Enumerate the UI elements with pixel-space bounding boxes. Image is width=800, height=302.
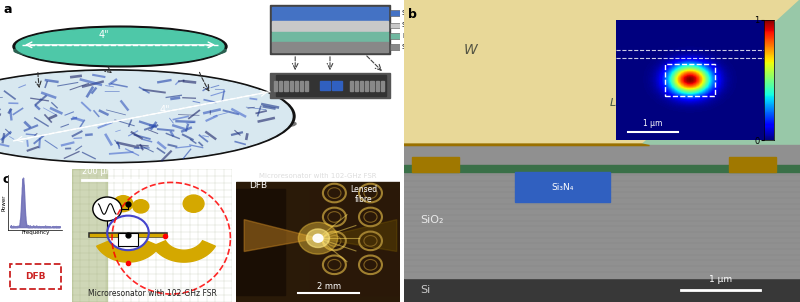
- Bar: [236, 189, 285, 295]
- Bar: [72, 169, 107, 302]
- Bar: [118, 233, 138, 246]
- Text: a: a: [4, 3, 13, 16]
- Polygon shape: [404, 0, 800, 145]
- Bar: [412, 157, 459, 172]
- Text: b: b: [408, 8, 417, 21]
- Polygon shape: [244, 220, 318, 252]
- Bar: [279, 81, 282, 91]
- Bar: [272, 21, 388, 31]
- Bar: [272, 42, 388, 52]
- Bar: [729, 157, 776, 172]
- Bar: [390, 11, 400, 16]
- Polygon shape: [318, 220, 397, 252]
- Bar: [365, 81, 368, 91]
- Bar: [272, 31, 388, 41]
- Bar: [350, 81, 353, 91]
- Text: SiO₂: SiO₂: [402, 22, 417, 28]
- Ellipse shape: [0, 113, 296, 135]
- Polygon shape: [97, 241, 159, 262]
- Text: 2 mm: 2 mm: [317, 282, 341, 291]
- Bar: [390, 23, 400, 28]
- Bar: [270, 73, 390, 98]
- Text: 1 μm: 1 μm: [710, 275, 732, 284]
- Bar: [276, 75, 386, 96]
- Text: 200 μm: 200 μm: [82, 167, 114, 176]
- Ellipse shape: [16, 28, 224, 65]
- Text: Lensed
fibre: Lensed fibre: [350, 185, 378, 204]
- X-axis label: Frequency: Frequency: [21, 230, 50, 235]
- Polygon shape: [153, 241, 215, 262]
- Bar: [404, 165, 800, 172]
- Bar: [285, 81, 288, 91]
- Bar: [355, 81, 358, 91]
- Bar: [310, 189, 400, 295]
- Bar: [272, 8, 388, 20]
- Circle shape: [183, 195, 204, 212]
- Text: Microresonator with 102-GHz FSR: Microresonator with 102-GHz FSR: [87, 289, 217, 298]
- Bar: [376, 81, 379, 91]
- Circle shape: [93, 197, 122, 221]
- Circle shape: [133, 200, 149, 213]
- Text: SiO₂: SiO₂: [420, 216, 443, 226]
- Circle shape: [306, 229, 330, 248]
- Text: 1 μm: 1 μm: [643, 119, 662, 128]
- Bar: [290, 81, 293, 91]
- Text: LiNbO₃: LiNbO₃: [610, 98, 648, 108]
- Text: 4": 4": [160, 104, 170, 114]
- Y-axis label: Power: Power: [2, 194, 6, 210]
- Bar: [390, 44, 400, 50]
- Bar: [666, 64, 714, 96]
- Bar: [270, 5, 390, 54]
- Bar: [404, 278, 800, 302]
- Bar: [404, 145, 800, 302]
- Text: 4": 4": [98, 30, 110, 40]
- Text: Si₃N₄: Si₃N₄: [551, 183, 574, 192]
- Text: DFB: DFB: [249, 181, 267, 190]
- Polygon shape: [404, 0, 800, 145]
- Ellipse shape: [13, 26, 227, 67]
- Bar: [320, 82, 330, 90]
- Bar: [295, 81, 298, 91]
- Text: Si: Si: [420, 285, 430, 295]
- Polygon shape: [404, 144, 650, 146]
- Circle shape: [313, 234, 323, 242]
- FancyBboxPatch shape: [515, 172, 610, 202]
- Ellipse shape: [0, 71, 292, 161]
- Ellipse shape: [14, 42, 226, 60]
- Circle shape: [298, 222, 338, 254]
- Bar: [370, 81, 374, 91]
- Bar: [274, 81, 277, 91]
- Bar: [404, 172, 800, 278]
- Text: LiNbO₃: LiNbO₃: [402, 33, 426, 39]
- Bar: [360, 81, 363, 91]
- Bar: [306, 81, 309, 91]
- Text: c: c: [2, 173, 10, 186]
- Bar: [390, 33, 400, 39]
- Text: Si₃N₄: Si₃N₄: [402, 10, 419, 16]
- Circle shape: [114, 196, 133, 212]
- Ellipse shape: [0, 70, 295, 163]
- Bar: [381, 81, 384, 91]
- Text: DFB: DFB: [25, 272, 46, 281]
- Text: Microresonator with 102-GHz FSR: Microresonator with 102-GHz FSR: [259, 173, 377, 179]
- Text: W: W: [463, 43, 477, 57]
- Bar: [332, 82, 342, 90]
- Bar: [300, 81, 303, 91]
- Text: Si: Si: [402, 44, 408, 50]
